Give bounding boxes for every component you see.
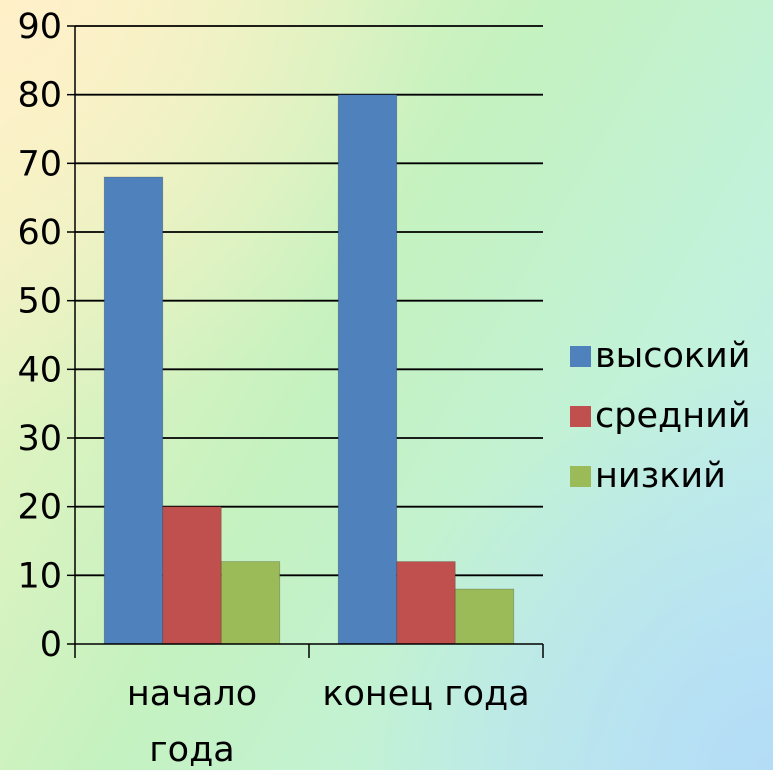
x-category-label: начало — [127, 674, 257, 714]
legend-label: средний — [595, 396, 751, 436]
bar-1-2 — [454, 588, 515, 645]
legend-item-medium: средний — [570, 386, 751, 446]
x-category-label: года — [149, 730, 234, 770]
y-tick-label: 50 — [17, 282, 62, 322]
bar-0-0 — [103, 176, 164, 645]
legend-label: низкий — [595, 456, 726, 496]
y-tick-label: 0 — [40, 625, 62, 665]
x-category-labels: начало года конец года — [127, 674, 530, 770]
bar-1-1 — [396, 561, 456, 645]
legend: высокий средний низкий — [570, 326, 751, 506]
y-tick-label: 40 — [17, 350, 62, 390]
y-tick-label: 60 — [17, 213, 62, 253]
y-tick-label: 70 — [17, 144, 62, 184]
y-tick-label: 80 — [17, 76, 62, 116]
y-tick-label: 30 — [17, 419, 62, 459]
bars — [103, 94, 515, 645]
legend-swatch — [570, 345, 591, 367]
bar-0-2 — [220, 561, 281, 645]
bar-0-1 — [162, 506, 222, 645]
legend-item-high: высокий — [570, 326, 751, 386]
legend-label: высокий — [595, 336, 751, 376]
y-tick-label: 10 — [17, 556, 62, 596]
axes — [67, 25, 544, 658]
legend-swatch — [570, 465, 591, 487]
y-tick-label: 20 — [17, 488, 62, 528]
y-tick-label: 90 — [17, 7, 62, 47]
bar-1-0 — [337, 94, 398, 645]
x-category-label: конец года — [322, 674, 529, 714]
y-tick-labels: 0 10 20 30 40 50 60 70 80 90 — [17, 7, 62, 665]
legend-item-low: низкий — [570, 446, 751, 506]
legend-swatch — [570, 405, 591, 427]
